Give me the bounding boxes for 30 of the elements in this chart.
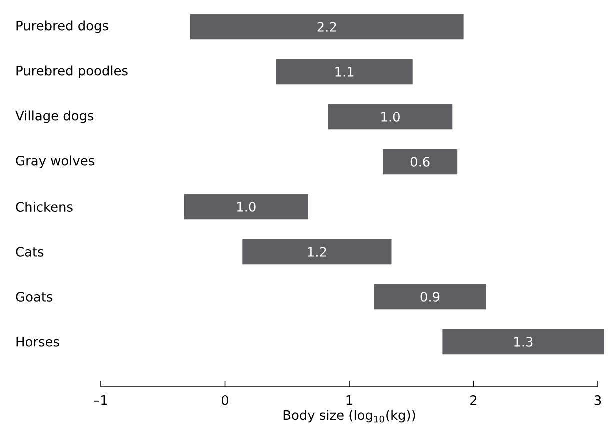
data-label: 1.0: [382, 112, 400, 122]
data-label: 0.9: [420, 292, 440, 302]
y-tick-label: Gray wolves: [16, 156, 94, 168]
data-label: 1.0: [238, 202, 256, 212]
bar: [190, 14, 464, 40]
x-tick-label: 0: [222, 396, 229, 406]
y-tick-label: Horses: [16, 337, 60, 347]
bar: [328, 104, 453, 130]
y-tick-label: Chickens: [16, 202, 73, 212]
data-label: 2.2: [318, 22, 336, 32]
y-tick-label: Cats: [16, 247, 44, 257]
x-tick-label: 2: [470, 396, 477, 406]
bar: [276, 59, 413, 85]
data-label: 1.3: [514, 337, 533, 347]
y-tick-label: Village dogs: [16, 110, 94, 124]
data-label: 1.2: [308, 247, 326, 257]
y-tick-label: Goats: [16, 292, 53, 302]
data-label: 0.6: [410, 157, 430, 167]
bar: [184, 194, 308, 220]
bar: [383, 149, 458, 175]
y-tick-label: Purebred poodles: [16, 66, 128, 78]
bar: [242, 239, 392, 265]
x-tick-label: 3: [594, 396, 602, 406]
y-tick-label: Purebred dogs: [16, 20, 108, 34]
x-tick-label: 1: [346, 396, 352, 405]
data-label: 1.1: [336, 67, 354, 77]
x-tick-label: –1: [94, 396, 108, 405]
bar: [442, 329, 604, 355]
bar: [374, 284, 486, 310]
x-axis-title: Body size (log$_{10}$(kg)): [284, 410, 416, 423]
